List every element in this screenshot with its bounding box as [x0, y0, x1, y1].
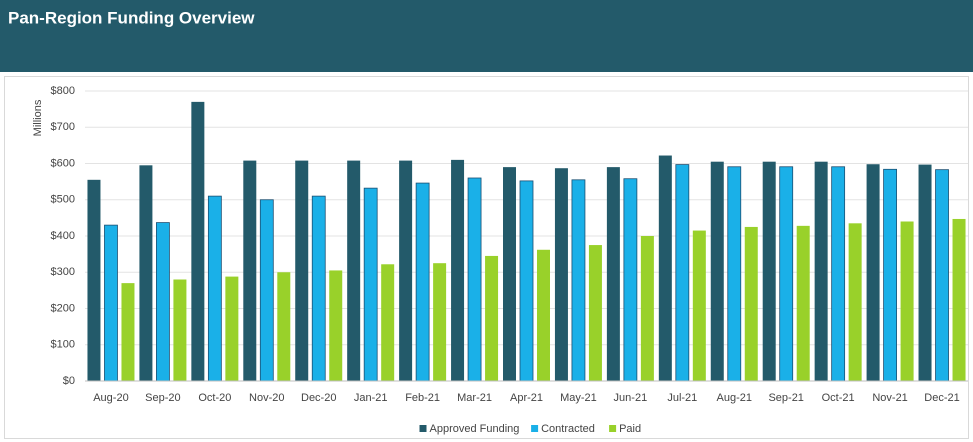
bar — [207, 195, 222, 382]
bar — [156, 222, 170, 382]
x-tick-label: Apr-21 — [510, 392, 543, 404]
bar — [658, 155, 672, 381]
bar — [814, 161, 828, 381]
bar — [519, 180, 534, 382]
bar — [883, 168, 897, 382]
x-tick-label: Jan-21 — [354, 392, 388, 404]
bar — [295, 160, 309, 381]
bar — [503, 167, 516, 381]
bar — [692, 230, 706, 381]
bar — [347, 160, 361, 381]
bar — [415, 182, 430, 382]
x-tick-label: Sep-21 — [768, 392, 803, 404]
bar — [796, 225, 810, 381]
x-tick-label: May-21 — [560, 392, 597, 404]
bar — [277, 272, 291, 381]
legend-swatch — [531, 425, 539, 432]
x-tick-label: Dec-20 — [301, 392, 336, 404]
bar — [918, 164, 932, 381]
x-tick-label: Nov-20 — [249, 392, 284, 404]
x-tick-label: Dec-21 — [924, 392, 959, 404]
bar — [537, 249, 550, 381]
y-tick-label: $700 — [51, 121, 75, 133]
x-tick-label: Sep-20 — [145, 392, 180, 404]
bar — [571, 179, 586, 382]
bar — [121, 283, 135, 381]
bar — [831, 166, 846, 382]
x-tick-label: Oct-21 — [822, 392, 855, 404]
bar — [87, 179, 101, 381]
legend-swatch — [419, 425, 427, 432]
y-tick-label: $400 — [51, 230, 75, 242]
x-tick-label: Jul-21 — [667, 392, 697, 404]
bar — [329, 270, 343, 381]
bar — [623, 178, 638, 382]
x-tick-label: Mar-21 — [457, 392, 492, 404]
bar — [399, 160, 413, 381]
bar — [727, 166, 742, 382]
bar — [554, 168, 568, 381]
bar — [952, 218, 966, 381]
bar — [675, 164, 690, 382]
legend-label: Approved Funding — [430, 423, 520, 435]
bar — [433, 263, 447, 381]
bar — [866, 164, 880, 381]
bar — [311, 195, 326, 382]
chart-title: Pan-Region Funding Overview — [8, 8, 255, 27]
bar — [467, 177, 482, 382]
y-tick-label: $300 — [51, 266, 75, 278]
bar — [173, 279, 187, 381]
legend-swatch — [609, 425, 617, 432]
bar — [848, 223, 862, 381]
y-tick-label: $800 — [51, 85, 75, 97]
bar — [363, 187, 378, 382]
bar — [139, 165, 153, 381]
legend-label: Contracted — [541, 423, 595, 435]
x-tick-label: Aug-21 — [717, 392, 752, 404]
bar — [779, 166, 794, 382]
bar — [485, 255, 499, 381]
bar — [243, 160, 257, 381]
x-tick-label: Aug-20 — [93, 392, 128, 404]
bar — [762, 161, 776, 381]
y-tick-label: $600 — [51, 157, 75, 169]
x-tick-label: Nov-21 — [872, 392, 907, 404]
y-tick-label: $100 — [51, 339, 75, 351]
bar — [381, 264, 395, 381]
bar — [606, 167, 620, 381]
bar — [588, 245, 602, 381]
x-tick-label: Oct-20 — [198, 392, 231, 404]
y-axis-label: Millions — [32, 99, 44, 136]
y-tick-label: $0 — [63, 375, 75, 387]
x-tick-label: Jun-21 — [614, 392, 648, 404]
bar — [640, 236, 654, 381]
x-tick-label: Feb-21 — [405, 392, 440, 404]
bar — [225, 276, 239, 381]
bar — [451, 159, 465, 381]
y-tick-label: $500 — [51, 194, 75, 206]
legend-label: Paid — [619, 423, 641, 435]
bar — [710, 161, 724, 381]
bar — [935, 169, 949, 382]
y-tick-label: $200 — [51, 302, 75, 314]
bar — [744, 226, 758, 381]
bar — [900, 221, 914, 381]
bar — [191, 101, 205, 381]
bar — [259, 199, 274, 382]
bar — [104, 224, 118, 382]
header — [0, 0, 973, 72]
